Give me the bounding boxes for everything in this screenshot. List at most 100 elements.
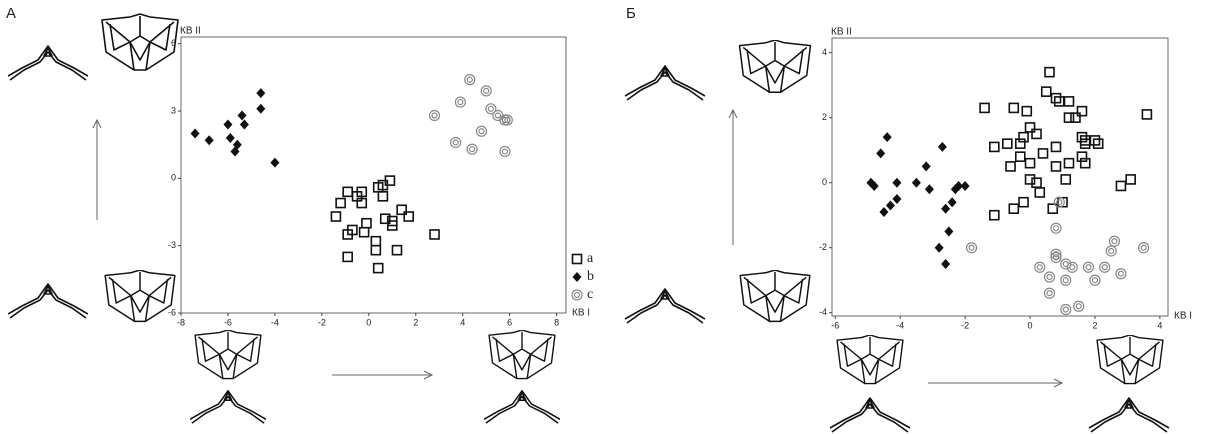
diamond-point	[941, 258, 951, 269]
square-point	[1063, 112, 1075, 123]
front-view	[488, 330, 556, 380]
ring-point	[1050, 222, 1062, 234]
ring-point	[1043, 287, 1056, 299]
ring-inner	[1108, 247, 1115, 255]
x-tick-label: 0	[366, 317, 371, 327]
ring-point	[485, 103, 497, 115]
ring-inner	[483, 87, 490, 94]
square-point	[384, 175, 396, 186]
diamond-point	[944, 226, 954, 237]
ring-inner	[501, 148, 509, 155]
diamond-point	[892, 193, 902, 204]
wing-view	[8, 283, 88, 319]
square-point	[1079, 138, 1091, 149]
diamond-point	[934, 242, 944, 253]
square-point	[1076, 105, 1088, 117]
ring-inner	[1111, 238, 1118, 245]
square-point	[1018, 196, 1029, 208]
arrow	[332, 370, 434, 380]
ring-point	[501, 114, 513, 126]
diamond-point	[869, 180, 879, 191]
square-point	[1076, 131, 1088, 143]
square-point	[342, 186, 353, 198]
square-point	[1050, 161, 1062, 172]
ring-outer	[428, 109, 441, 122]
square-point	[1079, 157, 1091, 169]
square-point	[370, 244, 382, 256]
arrow	[728, 108, 738, 245]
x-tick-label: -4	[896, 320, 904, 330]
square-point	[989, 209, 1000, 221]
square-point	[403, 211, 415, 222]
y-tick-label: 3	[171, 105, 176, 115]
ring-inner	[1036, 264, 1043, 271]
ring-point	[1108, 235, 1121, 247]
ring-point	[1066, 261, 1078, 273]
y-tick-label: 0	[822, 177, 827, 187]
ring-point	[499, 145, 511, 158]
y-tick-label: -4	[819, 307, 827, 317]
y-tick-label: 4	[822, 47, 827, 57]
ring-outer	[1060, 274, 1072, 286]
ring-point	[1082, 261, 1095, 273]
x-tick-label: 6	[507, 317, 512, 327]
square-point	[377, 191, 389, 202]
square-point	[1079, 135, 1091, 146]
x-axis-label: КВ I	[572, 308, 590, 319]
ring-inner	[1052, 254, 1060, 261]
square-point	[429, 229, 440, 240]
ring-outer	[450, 136, 462, 149]
x-tick-label: 0	[1028, 320, 1033, 330]
diamond-point	[230, 146, 240, 157]
ring-point	[1073, 300, 1085, 312]
diamond-point	[879, 206, 889, 217]
ring-point	[454, 96, 466, 108]
square-point	[571, 253, 583, 265]
ring-outer	[1060, 303, 1072, 316]
diamond-point	[950, 184, 960, 195]
ring-inner	[573, 291, 581, 299]
diamond-point	[960, 180, 970, 191]
ring-inner	[457, 98, 464, 106]
square-point	[342, 229, 353, 240]
ring-outer	[501, 114, 513, 126]
y-tick-label: -6	[168, 307, 176, 317]
square-point	[1063, 157, 1075, 169]
square-point	[1092, 138, 1104, 149]
y-tick-label: 0	[171, 173, 176, 183]
ring-outer	[1050, 251, 1062, 264]
square-point	[1037, 148, 1049, 159]
ring-point	[428, 109, 441, 122]
x-tick-label: 4	[1157, 320, 1162, 330]
square-point	[335, 197, 346, 209]
ring-outer	[1034, 261, 1046, 273]
diamond-point	[190, 128, 200, 139]
ring-inner	[1117, 270, 1125, 277]
wing-view	[624, 65, 706, 101]
ring-point	[1060, 274, 1072, 286]
wing-view	[624, 288, 706, 324]
square-point	[1021, 105, 1033, 117]
ring-inner	[1052, 251, 1060, 258]
wing-view	[1088, 397, 1170, 433]
ring-outer	[1043, 271, 1056, 283]
square-point	[386, 220, 398, 231]
ring-inner	[466, 76, 473, 83]
ring-outer	[1105, 245, 1117, 257]
ring-outer	[1060, 258, 1072, 270]
diamond-point	[892, 177, 902, 188]
ring-outer	[1043, 287, 1056, 299]
ring-point	[1099, 261, 1111, 273]
square-point	[979, 102, 990, 114]
square-point	[1034, 187, 1046, 198]
ring-point	[450, 136, 462, 149]
ring-outer	[480, 85, 492, 97]
front-view	[739, 270, 811, 323]
front-view	[738, 40, 812, 94]
diamond-point	[882, 132, 892, 143]
ring-inner	[431, 112, 438, 119]
ring-point	[1138, 242, 1150, 254]
square-point	[1002, 138, 1013, 149]
square-point	[1024, 174, 1036, 185]
